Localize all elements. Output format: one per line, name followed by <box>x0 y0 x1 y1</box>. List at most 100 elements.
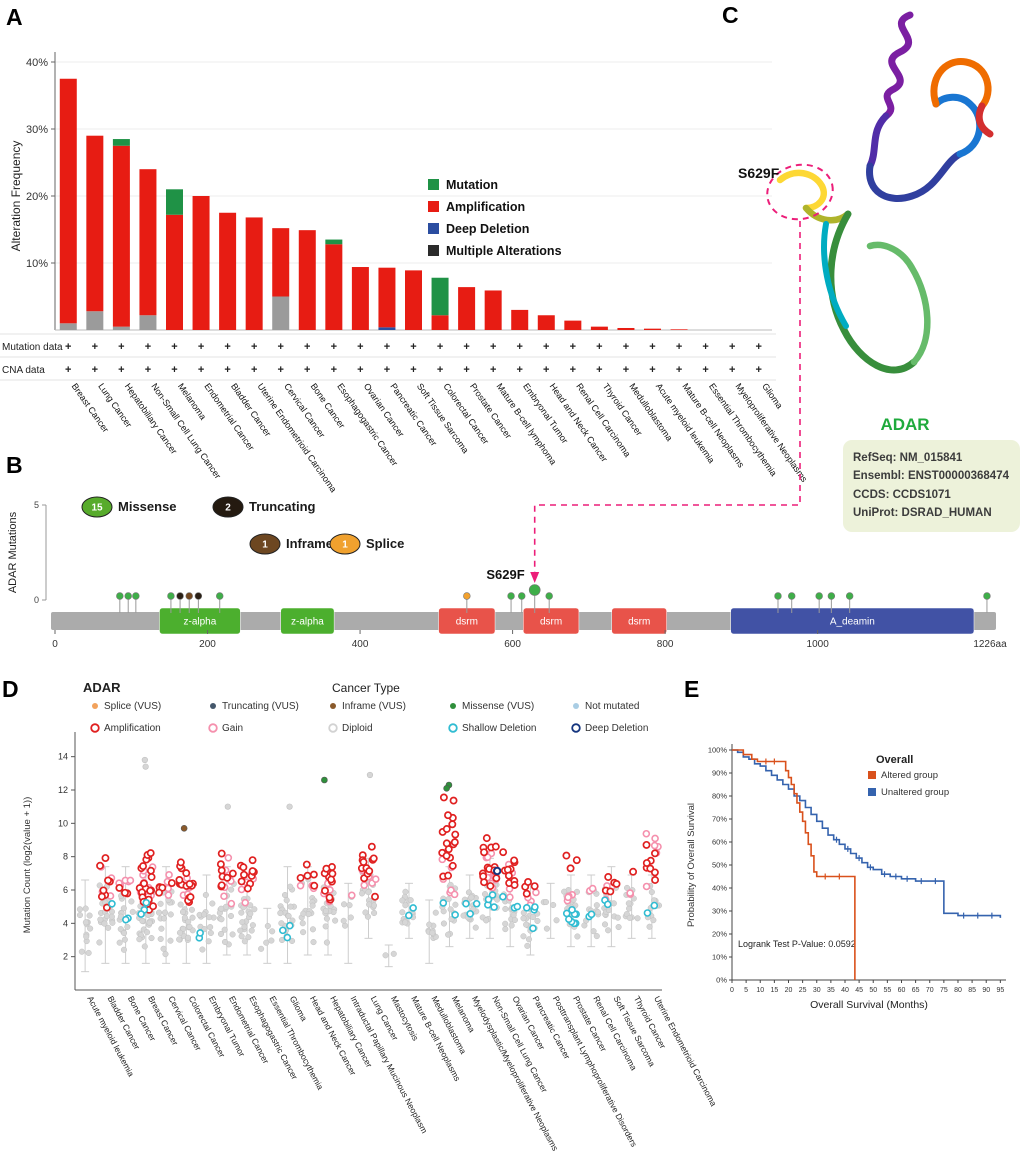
protein-domains: z-alpha z-alpha dsrm dsrm dsrm A_deamin <box>159 607 975 635</box>
svg-text:4: 4 <box>63 918 68 928</box>
panel-d-legend: Splice (VUS) Truncating (VUS) Inframe (VUS… <box>90 701 648 734</box>
ribbon-segment-cyan <box>821 221 849 329</box>
svg-text:+: + <box>490 364 496 376</box>
svg-text:10: 10 <box>58 818 68 828</box>
svg-text:+: + <box>596 341 602 353</box>
svg-text:25: 25 <box>799 987 807 994</box>
svg-text:+: + <box>198 364 204 376</box>
svg-text:+: + <box>251 364 257 376</box>
svg-text:+: + <box>649 364 655 376</box>
svg-text:Inframe (VUS): Inframe (VUS) <box>342 701 406 712</box>
ribbon-segment-purple <box>882 11 914 120</box>
svg-text:+: + <box>543 364 549 376</box>
svg-text:+: + <box>463 341 469 353</box>
svg-text:Shallow Deletion: Shallow Deletion <box>462 723 537 734</box>
svg-text:+: + <box>224 364 230 376</box>
svg-text:+: + <box>702 364 708 376</box>
s629f-highlight-circle <box>766 163 834 221</box>
svg-text:20%: 20% <box>26 191 48 203</box>
svg-text:+: + <box>65 341 71 353</box>
svg-text:15: 15 <box>770 987 778 994</box>
svg-text:30: 30 <box>813 987 821 994</box>
svg-text:Splice: Splice <box>366 536 404 551</box>
svg-text:Mutation Count (log2(value + 1: Mutation Count (log2(value + 1)) <box>22 797 33 934</box>
svg-text:Truncating (VUS): Truncating (VUS) <box>222 701 299 712</box>
svg-text:70%: 70% <box>712 815 727 824</box>
svg-text:+: + <box>570 364 576 376</box>
svg-text:CNA data: CNA data <box>2 365 45 376</box>
svg-text:+: + <box>596 364 602 376</box>
km-curve <box>732 749 856 980</box>
adar-info-box: RefSeq: NM_015841 Ensembl: ENST000003684… <box>843 440 1020 532</box>
km-title: Overall <box>876 754 913 766</box>
svg-text:+: + <box>118 364 124 376</box>
svg-text:65: 65 <box>912 987 920 994</box>
svg-text:+: + <box>676 364 682 376</box>
svg-text:+: + <box>118 341 124 353</box>
svg-text:+: + <box>623 364 629 376</box>
ribbon-segment-violet <box>866 112 890 170</box>
protein-ribbon <box>776 11 994 374</box>
svg-text:Altered group: Altered group <box>881 770 938 781</box>
jitter-points <box>76 756 663 973</box>
svg-text:+: + <box>543 341 549 353</box>
svg-text:+: + <box>357 364 363 376</box>
svg-text:20: 20 <box>785 987 793 994</box>
svg-text:+: + <box>623 341 629 353</box>
svg-text:z-alpha: z-alpha <box>291 617 324 628</box>
svg-text:100%: 100% <box>708 746 728 755</box>
svg-text:dsrm: dsrm <box>456 617 478 628</box>
svg-text:+: + <box>171 364 177 376</box>
svg-text:30%: 30% <box>712 907 727 916</box>
lollipop-dots <box>116 584 991 600</box>
svg-text:Missense: Missense <box>118 499 177 514</box>
ribbon-segment-red <box>975 102 994 138</box>
svg-text:Inframe: Inframe <box>286 536 333 551</box>
svg-text:60%: 60% <box>712 838 727 847</box>
svg-text:+: + <box>224 341 230 353</box>
svg-text:5: 5 <box>744 987 748 994</box>
svg-text:Mutation: Mutation <box>446 178 498 192</box>
panel-a-legend: Mutation Amplification Deep Deletion Multip… <box>428 178 562 258</box>
svg-text:55: 55 <box>883 987 891 994</box>
svg-text:+: + <box>304 341 310 353</box>
svg-text:800: 800 <box>657 639 674 650</box>
svg-text:0: 0 <box>34 595 39 605</box>
svg-text:Splice (VUS): Splice (VUS) <box>104 701 161 712</box>
ribbon-segment-yellow <box>776 169 827 212</box>
svg-text:20%: 20% <box>712 930 727 939</box>
svg-text:80: 80 <box>954 987 962 994</box>
svg-text:+: + <box>278 341 284 353</box>
ribbon-segment-green <box>827 210 918 374</box>
svg-text:40: 40 <box>841 987 849 994</box>
ccds-line: CCDS: CCDS1071 <box>853 488 951 501</box>
svg-text:35: 35 <box>827 987 835 994</box>
overall-survival-km-chart: 0% 10% 20% 30% 40% 50% 60% 70% 80% 90% 100% 0 5 10 15 2… <box>686 744 1006 1011</box>
svg-text:45: 45 <box>855 987 863 994</box>
ribbon-segment-blue <box>932 93 984 158</box>
svg-text:Unaltered group: Unaltered group <box>881 787 949 798</box>
svg-text:1: 1 <box>342 540 348 551</box>
svg-text:Glioma: Glioma <box>288 994 310 1023</box>
svg-text:+: + <box>410 341 416 353</box>
svg-text:Deep Deletion: Deep Deletion <box>585 723 648 734</box>
svg-text:0: 0 <box>52 639 58 650</box>
km-curve <box>732 749 1002 918</box>
svg-text:+: + <box>517 341 523 353</box>
svg-text:14: 14 <box>58 752 68 762</box>
svg-text:Truncating: Truncating <box>249 499 316 514</box>
svg-text:+: + <box>410 364 416 376</box>
svg-text:60: 60 <box>898 987 906 994</box>
svg-text:40%: 40% <box>712 884 727 893</box>
svg-text:10: 10 <box>756 987 764 994</box>
svg-text:+: + <box>437 364 443 376</box>
svg-text:10%: 10% <box>712 953 727 962</box>
svg-text:Missense (VUS): Missense (VUS) <box>462 701 534 712</box>
svg-text:50%: 50% <box>712 861 727 870</box>
svg-text:10%: 10% <box>26 258 48 270</box>
svg-text:+: + <box>384 364 390 376</box>
panel-d-gene-title: ADAR <box>83 680 121 695</box>
svg-text:+: + <box>145 341 151 353</box>
svg-text:+: + <box>384 341 390 353</box>
